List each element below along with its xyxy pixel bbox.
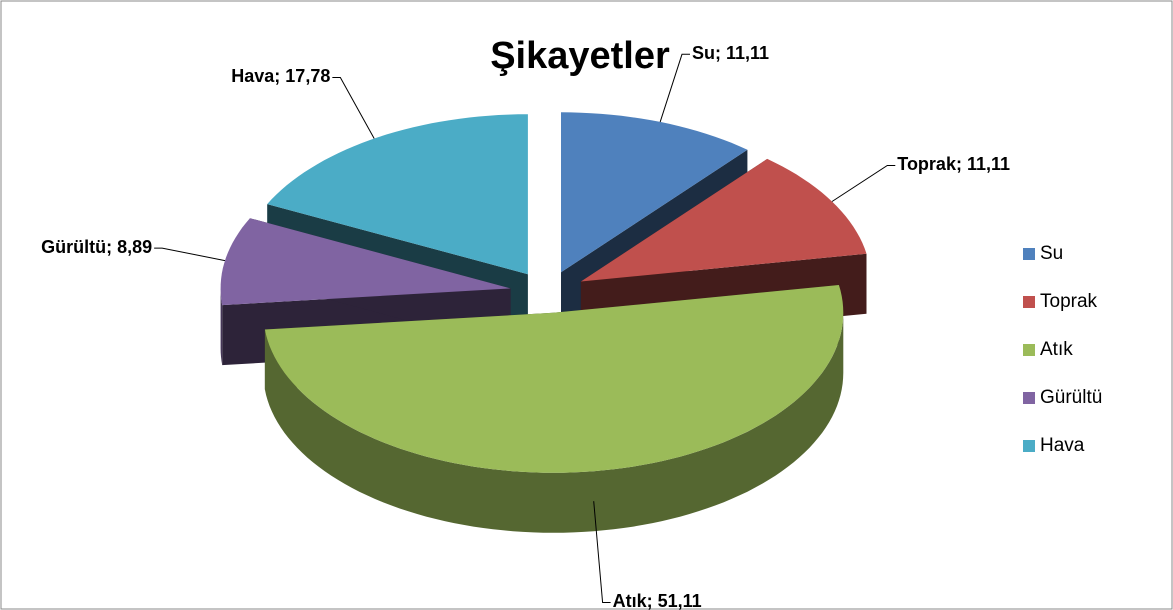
leader-line xyxy=(593,501,611,603)
legend-label: Gürültü xyxy=(1040,387,1102,408)
legend: Su Toprak Atık Gürültü Hava xyxy=(1023,243,1102,456)
data-label: Hava; 17,78 xyxy=(231,66,330,86)
legend-swatch xyxy=(1023,440,1035,452)
chart-title: Şikayetler xyxy=(490,35,670,77)
slice xyxy=(264,285,844,473)
leader-line xyxy=(831,164,896,202)
data-label: Gürültü; 8,89 xyxy=(41,237,152,257)
legend-label: Hava xyxy=(1040,435,1085,456)
leader-line xyxy=(154,247,226,262)
slice xyxy=(267,114,528,275)
slice-outer-wall xyxy=(220,288,223,366)
legend-label: Atık xyxy=(1040,339,1073,360)
legend-label: Su xyxy=(1040,243,1063,264)
legend-swatch xyxy=(1023,296,1035,308)
slice-outer-wall xyxy=(264,312,844,533)
leader-line xyxy=(659,53,690,123)
data-label: Atık; 51,11 xyxy=(613,591,702,610)
legend-label: Toprak xyxy=(1040,291,1098,312)
data-label: Toprak; 11,11 xyxy=(897,154,1010,174)
slice xyxy=(580,158,867,282)
slice xyxy=(561,112,748,273)
data-label: Su; 11,11 xyxy=(692,43,769,63)
leader-line xyxy=(332,76,375,139)
legend-swatch xyxy=(1023,392,1035,404)
legend-swatch xyxy=(1023,344,1035,356)
legend-swatch xyxy=(1023,248,1035,260)
slice xyxy=(220,218,511,306)
